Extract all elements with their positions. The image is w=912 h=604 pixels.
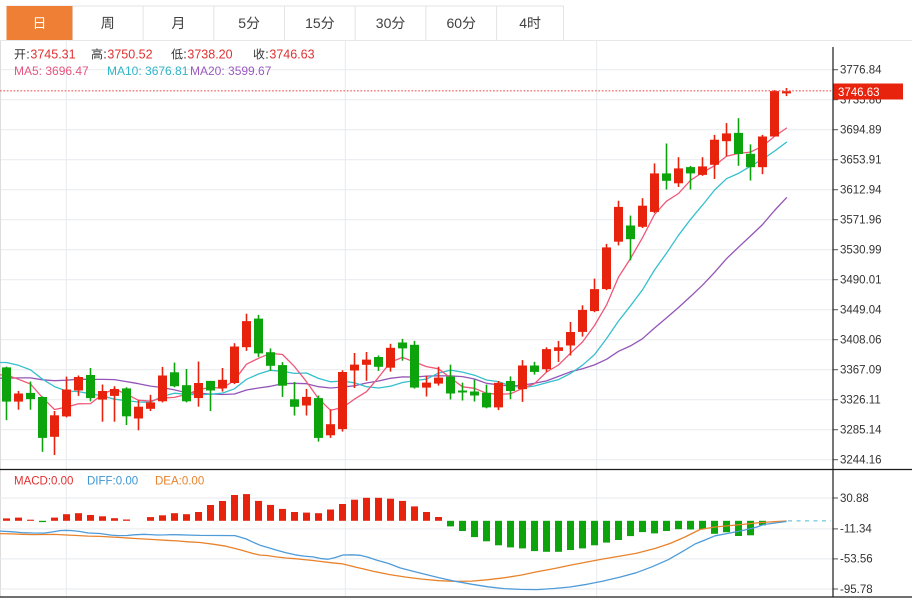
svg-text:3449.04: 3449.04 bbox=[840, 305, 882, 317]
svg-text:5: 5 bbox=[238, 15, 246, 31]
svg-text:60: 60 bbox=[447, 15, 463, 31]
svg-text:MA5: 3696.47: MA5: 3696.47 bbox=[14, 64, 89, 78]
svg-text:MA20: 3599.67: MA20: 3599.67 bbox=[190, 64, 272, 78]
svg-text:3738.20: 3738.20 bbox=[187, 48, 232, 62]
svg-text::: : bbox=[265, 48, 268, 62]
svg-text:DEA:0.00: DEA:0.00 bbox=[155, 476, 204, 488]
svg-text:3571.96: 3571.96 bbox=[840, 215, 882, 227]
svg-text:3326.11: 3326.11 bbox=[840, 395, 881, 407]
svg-text:3530.99: 3530.99 bbox=[840, 245, 882, 257]
svg-text:-95.78: -95.78 bbox=[840, 584, 873, 596]
svg-text:30: 30 bbox=[376, 15, 392, 31]
svg-text:3367.09: 3367.09 bbox=[840, 365, 882, 377]
svg-text:DIFF:0.00: DIFF:0.00 bbox=[87, 476, 138, 488]
svg-text:3653.91: 3653.91 bbox=[840, 155, 882, 167]
svg-text::: : bbox=[26, 48, 29, 62]
svg-text:3490.01: 3490.01 bbox=[840, 275, 882, 287]
svg-text:3776.84: 3776.84 bbox=[840, 65, 882, 77]
svg-text:3612.94: 3612.94 bbox=[840, 185, 882, 197]
svg-text:3285.14: 3285.14 bbox=[840, 425, 882, 437]
svg-text:3408.06: 3408.06 bbox=[840, 335, 882, 347]
svg-text:MA10: 3676.81: MA10: 3676.81 bbox=[107, 64, 189, 78]
svg-text:15: 15 bbox=[305, 15, 321, 31]
svg-text:3746.63: 3746.63 bbox=[269, 48, 314, 62]
svg-text:3244.16: 3244.16 bbox=[840, 455, 882, 467]
svg-text:4: 4 bbox=[519, 15, 527, 31]
svg-text:3750.52: 3750.52 bbox=[107, 48, 152, 62]
svg-text:-53.56: -53.56 bbox=[840, 554, 873, 566]
svg-text::: : bbox=[103, 48, 106, 62]
svg-text::: : bbox=[183, 48, 186, 62]
svg-text:30.88: 30.88 bbox=[840, 493, 869, 505]
svg-text:3746.63: 3746.63 bbox=[838, 87, 880, 99]
svg-text:3694.89: 3694.89 bbox=[840, 125, 882, 137]
svg-text:MACD:0.00: MACD:0.00 bbox=[14, 476, 73, 488]
svg-text:3745.31: 3745.31 bbox=[30, 48, 75, 62]
svg-text:-11.34: -11.34 bbox=[840, 524, 872, 536]
